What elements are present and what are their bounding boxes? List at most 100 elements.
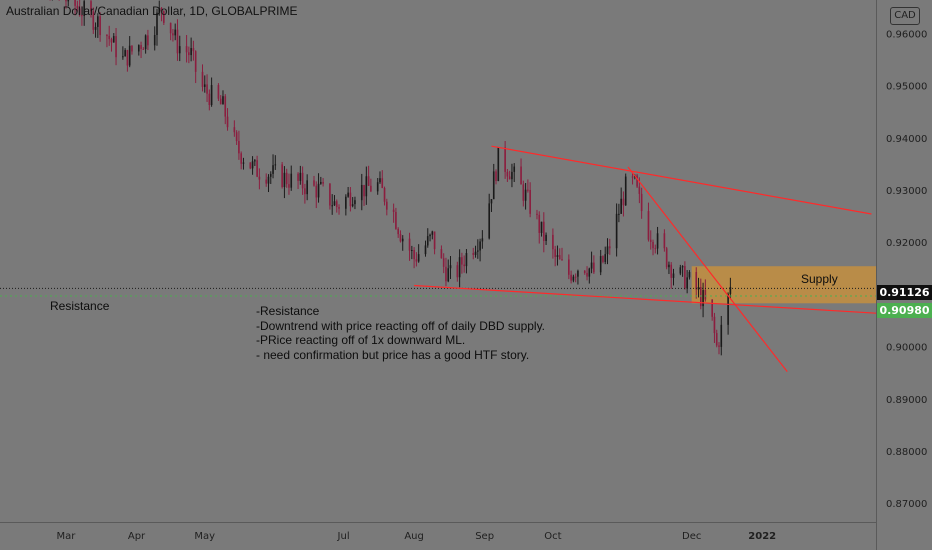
candle-body xyxy=(392,209,395,212)
candle xyxy=(360,173,363,211)
candle-body xyxy=(90,1,92,12)
candle-body xyxy=(640,193,643,212)
candle-body xyxy=(140,45,142,49)
candle xyxy=(426,228,429,248)
candle xyxy=(474,245,477,258)
candle-body xyxy=(445,266,447,282)
candle-body xyxy=(474,251,477,255)
candle-body xyxy=(608,246,611,249)
candle xyxy=(656,226,659,255)
trendline[interactable] xyxy=(414,284,877,314)
y-tick-label: 0.89000 xyxy=(886,395,927,406)
candle-body xyxy=(713,316,716,334)
candle xyxy=(392,203,395,223)
candle xyxy=(511,163,513,188)
candle-body xyxy=(376,182,379,192)
candle-body xyxy=(174,29,177,36)
candle-body xyxy=(729,286,732,294)
candle xyxy=(554,245,556,267)
candle-body xyxy=(94,26,97,30)
candle-body xyxy=(511,171,513,180)
candle xyxy=(142,47,145,50)
candle xyxy=(665,246,668,270)
candle xyxy=(684,261,686,290)
candle-body xyxy=(688,271,691,278)
y-tick-label: 0.92000 xyxy=(886,238,927,249)
candle xyxy=(506,168,509,182)
candle-body xyxy=(668,264,670,268)
candle-body xyxy=(354,200,356,205)
currency-button[interactable]: CAD xyxy=(890,7,920,25)
y-tick-label: 0.90000 xyxy=(886,343,927,354)
trendline[interactable] xyxy=(627,166,788,373)
candle-body xyxy=(529,189,531,214)
candle-body xyxy=(447,268,450,282)
candle-body xyxy=(636,175,638,187)
candle-body xyxy=(156,12,158,36)
candle-body xyxy=(481,238,484,242)
candle-body xyxy=(131,45,133,52)
candle xyxy=(572,274,575,283)
candle xyxy=(112,33,115,43)
candle-body xyxy=(188,52,190,56)
supply-zone xyxy=(691,266,876,304)
candle xyxy=(267,174,270,193)
candle xyxy=(522,180,525,207)
candle-body xyxy=(686,277,688,289)
candle xyxy=(304,183,306,204)
candle-body xyxy=(604,254,607,262)
candle-body xyxy=(631,176,634,178)
candle xyxy=(315,181,318,209)
candle xyxy=(269,171,272,184)
candle xyxy=(624,173,627,206)
candle xyxy=(256,155,258,178)
candle-body xyxy=(656,233,659,249)
candle-body xyxy=(672,273,675,278)
candle-body xyxy=(715,333,718,346)
candle xyxy=(602,255,604,264)
candle-body xyxy=(538,214,541,233)
candle-body xyxy=(249,162,252,169)
candle xyxy=(445,257,447,287)
candle xyxy=(226,108,229,131)
candle-body xyxy=(251,161,254,169)
candle-body xyxy=(492,171,495,200)
candle xyxy=(668,261,670,275)
candle-body xyxy=(201,71,204,87)
candle xyxy=(424,240,427,257)
candle-body xyxy=(679,267,682,274)
candle xyxy=(379,171,381,184)
candle xyxy=(265,173,268,187)
candle xyxy=(476,239,479,259)
candle xyxy=(194,50,197,84)
candle-body xyxy=(401,238,404,242)
candle-body xyxy=(476,250,479,252)
candle-body xyxy=(424,245,427,255)
note-line: -Downtrend with price reacting off of da… xyxy=(256,318,546,333)
x-tick-label: Dec xyxy=(682,531,701,542)
candle-body xyxy=(449,265,452,269)
candle xyxy=(461,252,463,274)
candle xyxy=(144,34,147,54)
candle xyxy=(376,177,379,195)
candle xyxy=(615,203,618,257)
time-axis[interactable]: Mar Apr May Jul Aug Sep Oct Dec 2022 xyxy=(57,531,777,542)
trendline[interactable] xyxy=(491,145,872,215)
candle-body xyxy=(281,164,283,188)
candle-body xyxy=(620,198,622,214)
candle xyxy=(238,130,240,160)
candle-body xyxy=(461,257,463,265)
candle xyxy=(552,228,554,259)
candle xyxy=(285,168,288,188)
candle xyxy=(65,0,67,9)
candle xyxy=(94,22,97,38)
candle xyxy=(415,252,418,267)
candle-body xyxy=(347,192,349,197)
y-tick-label: 0.87000 xyxy=(886,499,927,510)
candle-body xyxy=(226,116,229,128)
candle xyxy=(192,40,195,61)
candle-body xyxy=(504,147,506,172)
candle-body xyxy=(76,5,79,9)
